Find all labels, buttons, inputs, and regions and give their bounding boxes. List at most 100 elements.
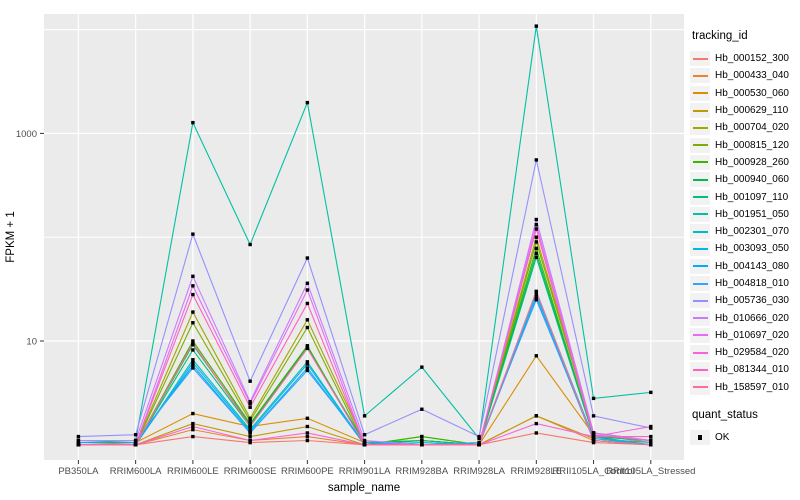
data-point — [305, 368, 310, 373]
series-color-key — [690, 310, 710, 326]
data-point — [534, 421, 539, 426]
data-point — [191, 274, 195, 279]
legend-item-label: Hb_004818_010 — [715, 278, 789, 289]
series-color-key — [690, 206, 710, 222]
data-point — [591, 440, 596, 445]
data-point — [362, 438, 367, 443]
legend-item-label: Hb_000530_060 — [715, 87, 789, 99]
data-point — [477, 436, 481, 441]
color-line-icon — [692, 247, 708, 250]
legend-item-Hb_000152_300: Hb_000152_300 — [690, 50, 798, 67]
color-line-icon — [692, 109, 708, 112]
data-point — [191, 411, 195, 416]
color-line-icon — [692, 265, 708, 268]
color-line-icon — [692, 92, 708, 95]
data-point — [76, 438, 81, 443]
x-tick-label: RRIM928LE — [510, 466, 562, 477]
legend-item-Hb_000530_060: Hb_000530_060 — [690, 85, 798, 102]
legend-item-label: Hb_000940_060 — [715, 174, 789, 186]
data-point — [133, 433, 138, 437]
legend-item-Hb_002301_070: Hb_002301_070 — [690, 223, 798, 240]
data-point — [305, 416, 310, 421]
data-point — [477, 440, 481, 445]
series-color-key — [690, 276, 710, 291]
data-point — [477, 443, 481, 447]
data-point — [76, 434, 81, 439]
series-color-key — [690, 68, 710, 84]
data-point — [248, 379, 252, 383]
data-point — [248, 431, 252, 435]
data-point — [420, 440, 424, 445]
data-point — [534, 431, 539, 435]
data-point — [133, 443, 138, 447]
legend-item-Hb_000940_060: Hb_000940_060 — [690, 171, 798, 188]
data-point — [420, 407, 424, 411]
x-tick-label: RRII105LA_Stressed — [606, 466, 695, 477]
data-point — [362, 414, 367, 418]
data-point — [191, 284, 195, 288]
color-line-icon — [692, 161, 708, 164]
color-line-icon — [692, 368, 708, 371]
color-line-icon — [692, 213, 708, 216]
data-point — [191, 232, 195, 236]
legend-item-label: Hb_029584_020 — [715, 347, 789, 359]
data-point — [534, 246, 539, 251]
x-tick-label: RRIM901LA — [339, 466, 391, 477]
data-point — [534, 255, 539, 260]
data-point — [534, 227, 539, 231]
ok-point-key — [690, 430, 710, 446]
y-tick-label: 1000 — [16, 129, 37, 140]
data-point — [305, 346, 310, 351]
color-line-icon — [692, 317, 708, 320]
series-color-key — [690, 120, 710, 136]
data-point — [248, 429, 252, 433]
series-color-key — [690, 137, 710, 153]
x-tick-label: RRIM928BA — [395, 466, 448, 477]
color-line-icon — [692, 386, 708, 389]
data-point — [248, 400, 252, 404]
data-point — [534, 240, 539, 244]
data-point — [305, 362, 310, 366]
data-point — [191, 421, 195, 426]
legend-item-label: Hb_010666_020 — [715, 312, 789, 324]
legend-item-Hb_001097_110: Hb_001097_110 — [690, 188, 798, 205]
data-point — [191, 339, 195, 343]
series-color-key — [690, 85, 710, 101]
data-point — [191, 363, 195, 368]
data-point — [591, 396, 596, 401]
legend-item-Hb_000433_040: Hb_000433_040 — [690, 67, 798, 84]
x-tick-label: PB350LA — [58, 466, 99, 477]
series-color-key — [690, 258, 710, 274]
data-point — [248, 434, 252, 439]
data-point — [649, 390, 653, 395]
series-color-key — [690, 241, 710, 257]
color-line-icon — [692, 178, 708, 181]
data-point — [191, 358, 195, 362]
series-color-key — [690, 345, 710, 361]
data-point — [649, 438, 653, 443]
legend-item-ok: OK — [690, 429, 798, 446]
legend-title-tracking-id: tracking_id — [692, 30, 748, 42]
data-point — [649, 424, 653, 429]
x-axis-title: sample_name — [328, 482, 400, 494]
legend-item-label: Hb_001097_110 — [715, 191, 789, 203]
legend-item-Hb_004818_010: Hb_004818_010 — [690, 275, 798, 292]
data-point — [191, 341, 195, 346]
data-point — [191, 321, 195, 325]
data-point — [534, 235, 539, 239]
data-point — [649, 434, 653, 439]
data-point — [305, 301, 310, 306]
legend-item-Hb_158597_010: Hb_158597_010 — [690, 379, 798, 396]
data-point — [420, 434, 424, 439]
color-line-icon — [692, 299, 708, 302]
series-color-key — [690, 362, 710, 378]
data-point — [591, 431, 596, 435]
legend-item-Hb_010697_020: Hb_010697_020 — [690, 327, 798, 344]
color-line-icon — [692, 230, 708, 233]
data-point — [191, 310, 195, 314]
data-point — [133, 440, 138, 445]
data-point — [248, 242, 252, 247]
x-tick-label: RRIM600LA — [110, 466, 162, 477]
